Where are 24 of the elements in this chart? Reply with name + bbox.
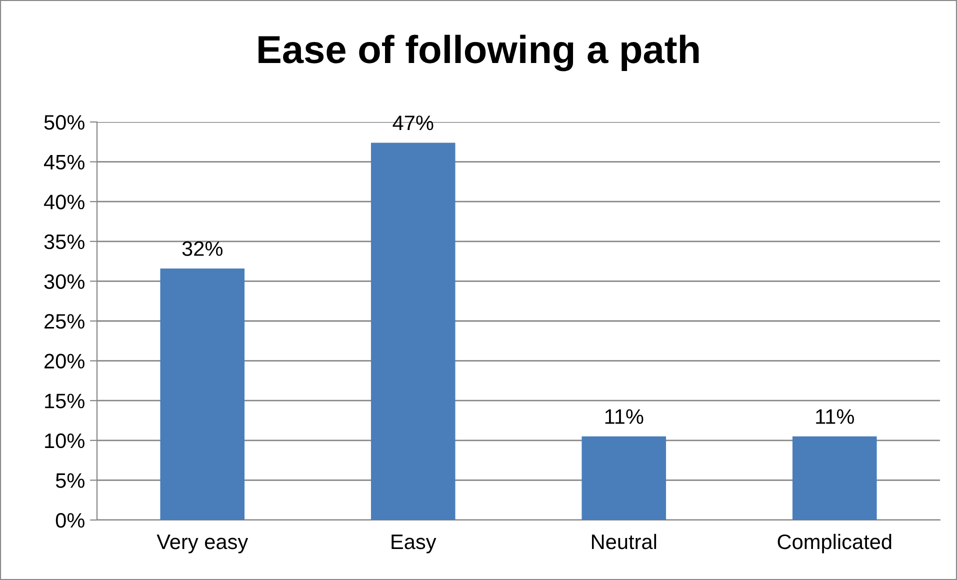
y-tick-label: 35% bbox=[44, 234, 84, 250]
y-tick-label: 15% bbox=[45, 394, 84, 408]
bar bbox=[160, 268, 245, 520]
chart-title: Ease of following a path bbox=[258, 34, 699, 72]
bar bbox=[792, 436, 877, 520]
y-tick-label: 5% bbox=[56, 473, 84, 488]
x-tick-label: Easy bbox=[392, 534, 436, 554]
data-label: 11% bbox=[816, 409, 854, 424]
y-tick-label: 50% bbox=[44, 115, 84, 130]
y-tick-label: 0% bbox=[56, 513, 84, 528]
data-label: 11% bbox=[605, 409, 644, 424]
bar bbox=[370, 142, 456, 520]
bar bbox=[582, 436, 666, 520]
y-tick-label: 45% bbox=[44, 154, 84, 170]
y-tick-label: 40% bbox=[44, 194, 84, 210]
x-tick-label: Neutral bbox=[592, 534, 656, 550]
x-tick-label: Complicated bbox=[778, 534, 892, 554]
y-tick-label: 10% bbox=[45, 433, 84, 448]
y-tick-label: 30% bbox=[44, 274, 84, 289]
x-tick-label: Very easy bbox=[156, 534, 248, 554]
data-label: 32% bbox=[182, 241, 222, 256]
y-tick-label: 25% bbox=[44, 314, 84, 329]
data-label: 47% bbox=[392, 116, 434, 130]
y-tick-label: 20% bbox=[44, 354, 84, 369]
